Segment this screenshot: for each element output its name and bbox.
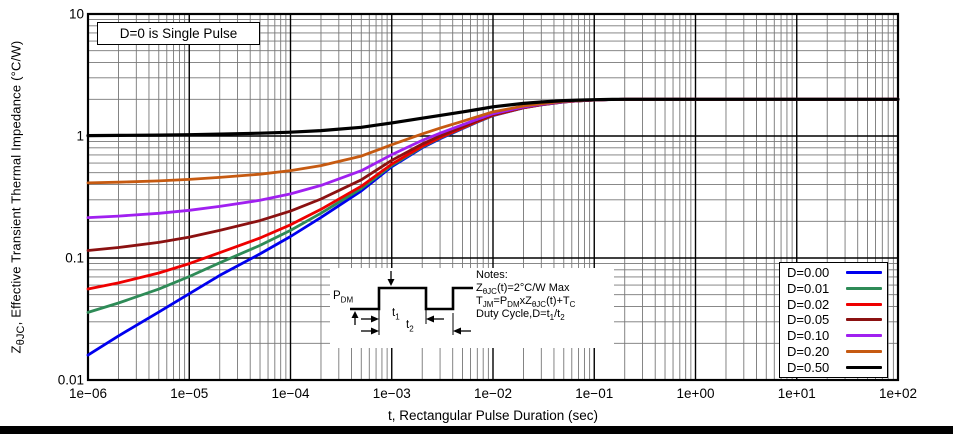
note-duty-cycle: Duty Cycle,D=t1/t2 (476, 308, 565, 323)
legend-line-sample (846, 334, 882, 338)
legend-entry-label: D=0.05 (787, 312, 830, 328)
legend-entry-D=0.20: D=0.20 (787, 343, 882, 359)
legend-line-sample (846, 318, 882, 322)
legend-entry-D=0.01: D=0.01 (787, 281, 882, 297)
legend-entry-label: D=0.10 (787, 328, 830, 344)
x-tick-label: 1e−03 (372, 386, 411, 401)
notes-title: Notes: (476, 269, 508, 281)
legend-line-sample (846, 302, 882, 306)
y-tick-label: 10 (68, 6, 84, 22)
pulse-waveform-diagram (350, 271, 473, 335)
pdm-label: PDM (333, 290, 354, 305)
x-tick-label: 1e−06 (69, 386, 107, 401)
x-tick-label: 1e−04 (271, 386, 310, 401)
x-axis-label: t, Rectangular Pulse Duration (sec) (387, 408, 599, 423)
x-tick-label: 1e−05 (170, 386, 209, 401)
x-tick-label: 1e+01 (777, 386, 816, 401)
note-zthjc-max: ZθJC(t)=2°C/W Max (476, 282, 570, 297)
x-tick-label: 1e+00 (676, 386, 715, 401)
x-tick-label: 1e+02 (879, 386, 917, 401)
legend-entry-D=0.00: D=0.00 (787, 265, 882, 281)
notes-block: Notes: ZθJC(t)=2°C/W Max TJM=PDMxZθJC(t)… (476, 269, 576, 323)
y-tick-label: 0.1 (65, 250, 84, 266)
legend: D=0.00 D=0.01 D=0.02 D=0.05 D=0.10 D=0.20 D=0.… (779, 262, 888, 378)
y-tick-label: 1 (76, 128, 84, 144)
series-D=0.50 (86, 97, 900, 138)
legend-entry-label: D=0.20 (787, 343, 830, 359)
legend-entry-D=0.10: D=0.10 (787, 328, 882, 344)
legend-line-sample (846, 271, 882, 275)
legend-line-sample (846, 287, 882, 291)
note-tjm-formula: TJM=PDMxZθJC(t)+TC (476, 295, 576, 310)
legend-entry-label: D=0.01 (787, 281, 830, 297)
single-pulse-annotation: D=0 is Single Pulse (97, 22, 260, 45)
legend-entry-D=0.50: D=0.50 (787, 359, 882, 375)
x-tick-label: 1e−02 (474, 386, 512, 401)
legend-entry-D=0.02: D=0.02 (787, 296, 882, 312)
y-tick-label: 0.01 (57, 372, 84, 388)
legend-entry-D=0.05: D=0.05 (787, 312, 882, 328)
x-tick-label: 1e−01 (575, 386, 614, 401)
page-rule-bar (0, 426, 953, 434)
legend-line-sample (846, 349, 882, 353)
t1-label: t1 (392, 307, 400, 322)
plot-frame (86, 12, 900, 382)
legend-entry-label: D=0.02 (787, 296, 830, 312)
legend-entry-label: D=0.00 (787, 265, 830, 281)
legend-entry-label: D=0.50 (787, 359, 830, 375)
legend-line-sample (846, 365, 882, 369)
y-axis-label: ZθJC, Effective Transient Thermal Impeda… (8, 40, 28, 354)
t2-label: t2 (406, 319, 414, 334)
pulse-diagram-inset: PDM t1 t2 Notes: ZθJC(t)=2°C/W Max TJM=P… (330, 268, 614, 348)
